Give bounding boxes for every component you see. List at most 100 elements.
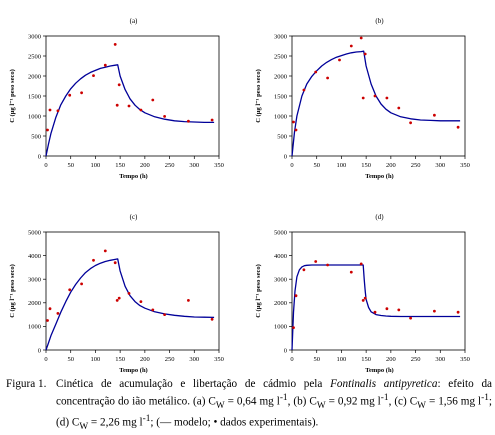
y-tick-label: 1000 [28,113,41,120]
y-axis-label: C (µg l⁻¹ peso seco) [9,69,16,123]
caption-text-1: Cinética de acumulação e libertação de c… [56,378,331,390]
x-tick-label: 300 [435,356,445,363]
experimental-point [187,119,190,123]
experimental-point [117,83,121,87]
experimental-point [409,316,412,320]
model-curve [45,258,215,351]
experimental-point [80,91,83,95]
experimental-point [92,258,95,262]
y-tick-label: 0 [284,347,287,354]
experimental-point [56,312,60,315]
experimental-point [397,106,401,110]
y-tick-label: 5000 [274,229,287,236]
caption-conc-d: = 2,26 mg l [88,416,143,429]
caption-text-b: , (b) C [287,395,317,408]
caption-text-d: ; (d) C [56,395,493,429]
experimental-point [68,288,72,292]
x-tick-label: 100 [91,162,101,169]
model-curve [45,64,215,157]
experimental-point [187,299,190,302]
experimental-point [314,260,318,263]
y-tick-label: 500 [277,133,287,140]
experimental-point [210,118,214,122]
figure-caption: Figura 1. Cinética de acumulação e liber… [6,378,492,435]
x-tick-label: 0 [44,162,47,169]
caption-text-4: mg l [460,395,482,408]
experimental-point [302,268,306,272]
experimental-point [314,70,318,74]
x-tick-label: 100 [91,356,101,363]
experimental-point [46,128,49,132]
y-tick-label: 4000 [28,253,41,260]
experimental-point [210,317,214,321]
experimental-point [163,115,167,118]
experimental-point [117,296,121,300]
experimental-point [349,44,353,48]
y-tick-label: 0 [284,153,287,160]
experimental-point [163,313,167,316]
x-tick-label: 0 [44,356,47,363]
y-tick-label: 2000 [274,73,287,80]
panel-title: (b) [375,17,384,25]
caption-sup: -1 [481,392,489,403]
x-tick-label: 300 [189,162,199,169]
plot-frame [291,231,466,351]
x-tick-label: 200 [386,356,396,363]
figure-panels: (a)0 50 100 150 200 250 300 3500500100015002000… [9,17,470,374]
x-tick-label: 200 [386,162,396,169]
y-tick-label: 1000 [274,113,287,120]
panel-title: (a) [130,17,138,25]
y-tick-label: 3000 [28,277,41,284]
x-tick-label: 300 [435,162,445,169]
experimental-point [338,58,341,62]
experimental-point [302,88,306,92]
x-tick-label: 100 [337,356,347,363]
experimental-point [115,299,119,302]
x-tick-label: 50 [67,356,74,363]
experimental-point [361,299,365,302]
experimental-point [361,96,365,100]
y-tick-label: 500 [31,133,41,140]
experimental-point [48,108,52,112]
panel-title: (d) [375,213,384,221]
caption-sup: -1 [142,414,151,425]
experimental-point [409,121,412,125]
y-tick-label: 0 [38,347,41,354]
y-tick-label: 1000 [274,324,287,331]
experimental-point [294,294,298,298]
experimental-point [151,308,155,312]
caption-legend: ; (— modelo; • dados experimentais). [150,416,319,429]
plot-frame [291,35,466,157]
caption-species: Fontinalis antipyretica [330,378,438,390]
y-tick-label: 1500 [274,93,287,100]
experimental-point [103,249,107,253]
experimental-point [326,263,329,267]
model-curve [291,50,461,157]
experimental-point [385,96,389,100]
caption-sup: -1 [380,392,389,403]
x-tick-label: 300 [189,356,199,363]
experimental-point [139,300,143,303]
y-tick-label: 2000 [28,73,41,80]
y-tick-label: 2500 [274,53,287,60]
experimental-point [349,270,353,274]
experimental-point [92,74,95,77]
y-tick-label: 1500 [28,93,41,100]
y-tick-label: 3000 [28,33,41,40]
x-axis-label: Tempo (h) [119,367,147,374]
experimental-point [456,310,460,314]
x-tick-label: 350 [214,356,224,363]
experimental-point [359,262,363,266]
experimental-point [363,296,367,300]
x-tick-label: 200 [140,162,150,169]
experimental-point [294,128,298,132]
experimental-point [292,120,295,124]
y-tick-label: 4000 [274,253,287,260]
experimental-point [151,98,155,102]
caption-sub-w: W [79,422,89,433]
x-tick-label: 250 [165,356,175,363]
experimental-point [373,310,377,314]
y-tick-label: 2000 [274,300,287,307]
x-tick-label: 150 [361,356,371,363]
experimental-point [292,326,295,329]
